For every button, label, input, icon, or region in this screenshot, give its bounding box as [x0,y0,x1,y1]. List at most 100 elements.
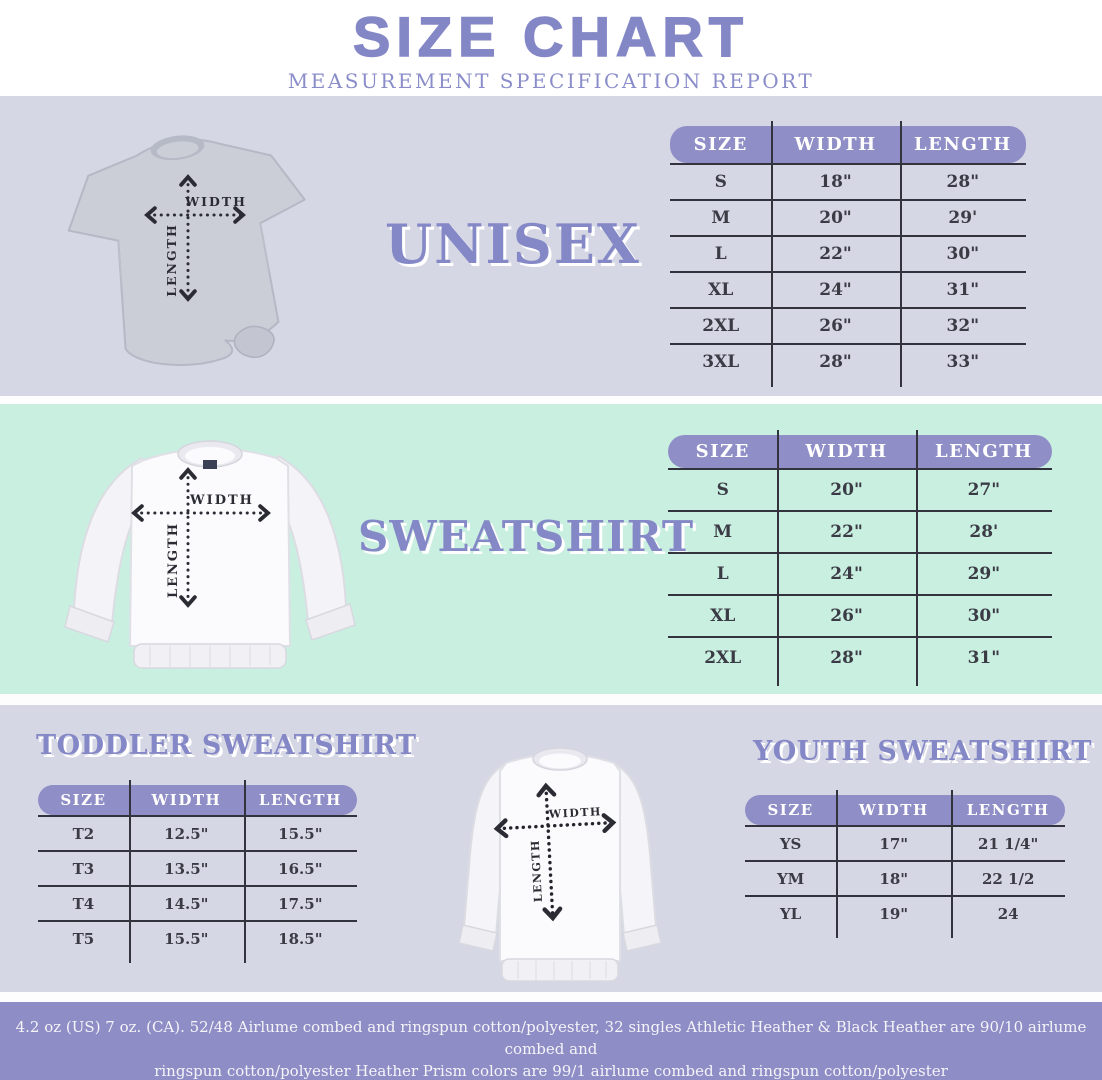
table-row: YM 18" 22 1/2 [745,860,1065,895]
table-row: YL 19" 24 [745,895,1065,930]
column-header: SIZE [60,791,107,809]
column-divider [951,790,954,938]
table-cell: T3 [72,859,95,878]
fabric-info-line2: ringspun cotton/polyester Heather Prism … [154,1061,948,1080]
table-cell: 28" [946,172,980,192]
column-header: WIDTH [794,134,877,155]
youth-size-table: SIZE WIDTH LENGTH YS 17" 21 1/4" YM 18" 22 1/2 YL… [745,790,1065,938]
table-cell: 27" [967,480,1001,500]
column-divider [899,121,902,387]
column-divider [836,790,839,938]
table-cell: 14.5" [164,894,209,913]
table-cell: 13.5" [164,859,209,878]
table-cell: 2XL [704,648,742,668]
table-header-row: SIZE WIDTH LENGTH [670,126,1026,163]
table-cell: 21 1/4" [978,834,1039,853]
table-cell: 33" [946,352,980,372]
toddler-sweatshirt-title: TODDLER SWEATSHIRT [36,730,417,761]
table-cell: L [716,564,729,584]
column-header: WIDTH [858,801,929,819]
table-cell: 17.5" [278,894,323,913]
table-cell: 30" [946,244,980,264]
table-header-row: SIZE WIDTH LENGTH [668,435,1052,468]
kids-sweatshirt-image: WIDTH LENGTH [458,747,662,982]
fabric-info-text: 4.2 oz (US) 7 oz. (CA). 52/48 Airlume co… [0,1002,1102,1080]
table-row: YS 17" 21 1/4" [745,825,1065,860]
table-cell: 15.5" [278,824,323,843]
table-cell: 18" [819,172,852,192]
column-divider [777,430,780,686]
table-row: T4 14.5" 17.5" [38,885,357,920]
table-cell: 20" [819,208,852,228]
column-divider [128,780,131,963]
column-header: SIZE [695,441,750,462]
youth-sweatshirt-title: YOUTH SWEATSHIRT [753,736,1093,767]
table-cell: 3XL [702,352,740,372]
table-cell: XL [710,606,736,626]
table-row: S 18" 28" [670,163,1026,199]
table-cell: 18" [879,869,909,888]
column-header: WIDTH [151,791,222,809]
table-cell: 29' [948,208,978,228]
table-cell: 24" [830,564,863,584]
table-row: 2XL 28" 31" [668,636,1052,678]
table-cell: L [714,244,727,264]
table-cell: 30" [967,606,1001,626]
table-cell: T5 [72,929,95,948]
table-cell: 2XL [702,316,740,336]
toddler-size-table: SIZE WIDTH LENGTH T2 12.5" 15.5" T3 13.5" 16.5" T… [38,780,357,963]
length-label: LENGTH [164,223,179,297]
table-cell: 31" [967,648,1001,668]
table-cell: 29" [967,564,1001,584]
table-cell: 26" [819,316,852,336]
table-cell: 26" [830,606,863,626]
table-cell: 28" [819,352,852,372]
length-label: LENGTH [529,839,545,903]
table-row: T3 13.5" 16.5" [38,850,357,885]
section-separator [0,992,1102,1002]
section-separator [0,694,1102,705]
table-row: T2 12.5" 15.5" [38,815,357,850]
measurement-cross: WIDTH LENGTH [144,174,247,302]
column-divider [243,780,246,963]
table-cell: 19" [879,904,909,923]
sweatshirt-image: WIDTH LENGTH [64,440,356,669]
table-cell: 22 1/2 [981,869,1035,888]
table-row: 2XL 26" 32" [670,307,1026,343]
table-cell: M [711,208,731,228]
table-cell: S [716,480,729,500]
page-header: SIZE CHART MEASUREMENT SPECIFICATION REP… [0,0,1102,96]
table-row: XL 24" 31" [670,271,1026,307]
page-subtitle: MEASUREMENT SPECIFICATION REPORT [287,69,815,93]
column-header: LENGTH [913,134,1012,155]
table-row: M 22" 28' [668,510,1052,552]
table-cell: 22" [819,244,852,264]
table-cell: 20" [830,480,863,500]
table-cell: 18.5" [278,929,323,948]
table-cell: 28' [969,522,999,542]
table-row: XL 26" 30" [668,594,1052,636]
footer-band: 4.2 oz (US) 7 oz. (CA). 52/48 Airlume co… [0,1002,1102,1080]
table-cell: 24 [997,904,1019,923]
table-cell: YL [779,904,802,923]
table-row: S 20" 27" [668,468,1052,510]
table-cell: 32" [946,316,980,336]
unisex-size-table: SIZE WIDTH LENGTH S 18" 28" M 20" 29' L 22" 30" XL 24… [670,121,1026,387]
width-label: WIDTH [189,493,254,508]
column-header: LENGTH [966,801,1050,819]
table-row: L 24" 29" [668,552,1052,594]
column-header: SIZE [767,801,814,819]
table-cell: 31" [946,280,980,300]
table-row: M 20" 29' [670,199,1026,235]
table-cell: 16.5" [278,859,323,878]
column-header: WIDTH [805,441,888,462]
column-header: SIZE [693,134,748,155]
kids-sweatshirt-graphic [458,747,662,982]
width-label: WIDTH [184,194,247,209]
column-divider [771,121,774,387]
table-cell: M [713,522,733,542]
table-cell: S [714,172,727,192]
table-row: T5 15.5" 18.5" [38,920,357,955]
column-divider [915,430,918,686]
